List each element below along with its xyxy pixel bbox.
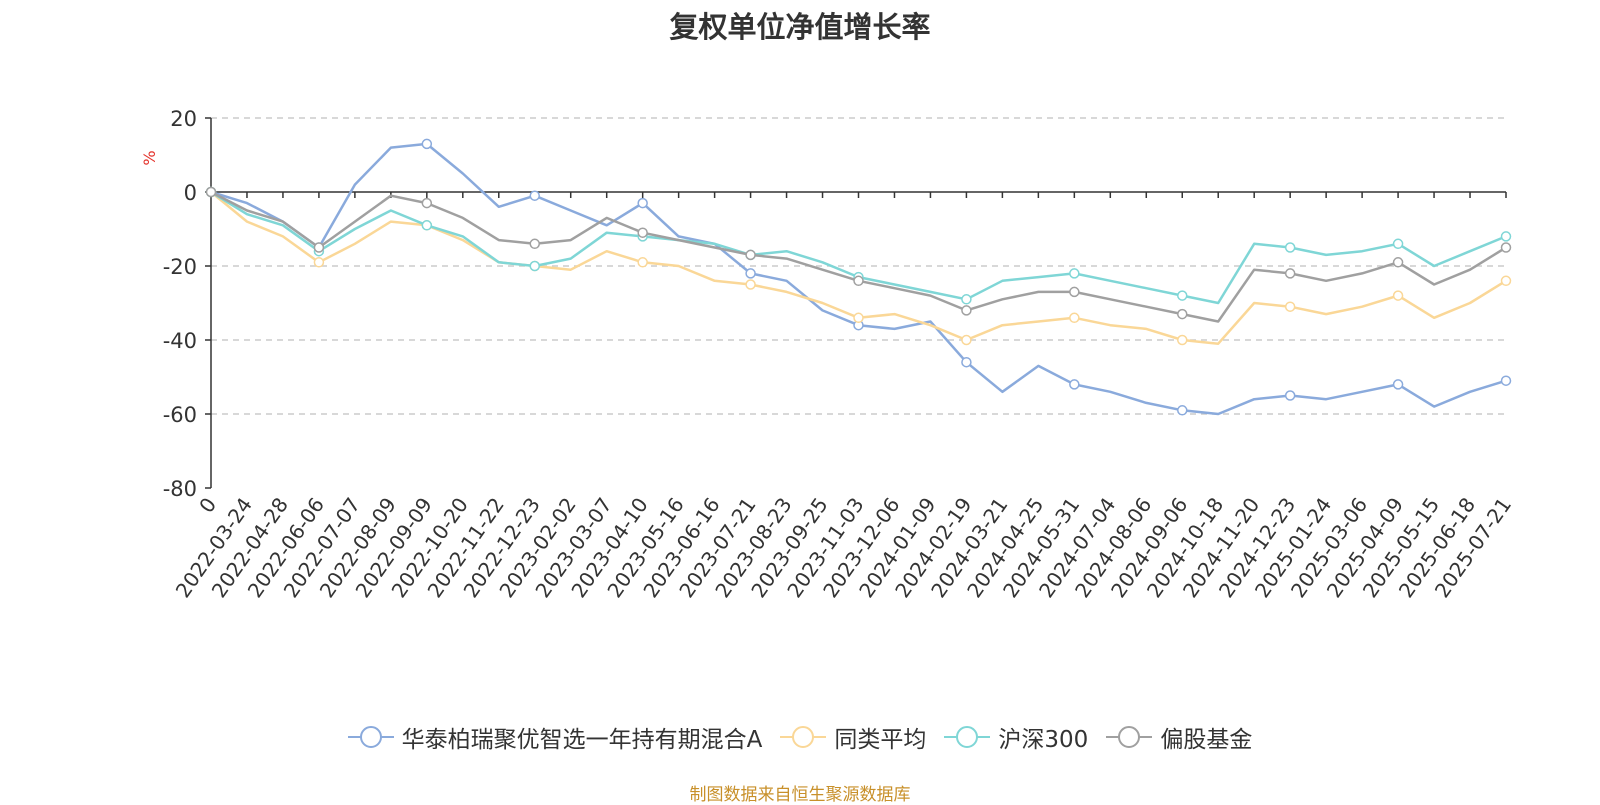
y-tick-label: -80 (163, 477, 197, 501)
data-point (853, 312, 864, 324)
data-point (1284, 301, 1296, 312)
data-point (745, 268, 756, 279)
legend-marker-icon (944, 724, 991, 750)
data-point (1069, 268, 1080, 279)
data-point (1500, 275, 1512, 287)
y-tick-label: 20 (170, 107, 197, 131)
data-point (853, 275, 864, 287)
data-point (637, 227, 648, 238)
legend-marker-icon (780, 724, 827, 750)
data-point (1392, 257, 1404, 268)
data-point (1069, 286, 1080, 298)
data-point (961, 356, 972, 368)
data-point (313, 257, 325, 268)
data-point (1392, 379, 1404, 390)
data-point (529, 260, 540, 272)
data-point (421, 138, 433, 150)
data-point (1500, 375, 1512, 386)
data-point (1177, 308, 1188, 320)
legend-label: 同类平均 (834, 727, 927, 753)
series-line (210, 190, 1507, 323)
data-point (421, 197, 433, 209)
data-point (637, 197, 648, 209)
legend-marker-icon (347, 724, 394, 750)
source-note: 制图数据来自恒生聚源数据库 (689, 785, 911, 805)
data-point (961, 294, 972, 305)
y-tick-label: -60 (163, 403, 197, 427)
data-point (1284, 242, 1296, 253)
legend-label: 沪深300 (998, 727, 1089, 753)
data-point (313, 242, 325, 253)
data-point (1177, 334, 1188, 346)
data-point (1284, 268, 1296, 279)
data-point (745, 249, 756, 261)
data-point (1500, 231, 1512, 242)
data-point (1284, 390, 1296, 401)
data-point (745, 279, 756, 290)
data-point (1177, 405, 1188, 416)
series-line (210, 190, 1507, 305)
data-point (1392, 238, 1404, 250)
legend-item[interactable]: 沪深300 (944, 720, 1088, 754)
data-point (1500, 242, 1512, 253)
data-point (1392, 290, 1404, 301)
legend-item[interactable]: 偏股基金 (1106, 720, 1252, 754)
legend-label: 偏股基金 (1160, 727, 1253, 753)
legend-label: 华泰柏瑞聚优智选一年持有期混合A (401, 727, 763, 753)
data-point (421, 220, 433, 231)
data-point (1069, 379, 1080, 390)
data-point (529, 238, 540, 250)
data-point (637, 257, 648, 268)
data-point (1069, 312, 1080, 324)
data-point (961, 334, 972, 346)
data-point (529, 190, 540, 201)
data-point (1177, 290, 1188, 301)
legend-marker-icon (1106, 724, 1153, 750)
y-tick-label: 0 (184, 181, 197, 205)
legend-item[interactable]: 同类平均 (780, 720, 926, 754)
y-axis-unit-label: % (140, 150, 159, 165)
legend-item[interactable]: 华泰柏瑞聚优智选一年持有期混合A (347, 720, 763, 754)
y-tick-label: -20 (163, 255, 197, 279)
y-tick-label: -40 (163, 329, 197, 353)
chart-legend: 华泰柏瑞聚优智选一年持有期混合A 同类平均 沪深300 偏股基金 (0, 720, 1600, 754)
data-point (205, 186, 217, 198)
x-tick-label: 0 (194, 493, 221, 517)
data-point (961, 305, 972, 316)
chart-title: 复权单位净值增长率 (669, 10, 931, 44)
